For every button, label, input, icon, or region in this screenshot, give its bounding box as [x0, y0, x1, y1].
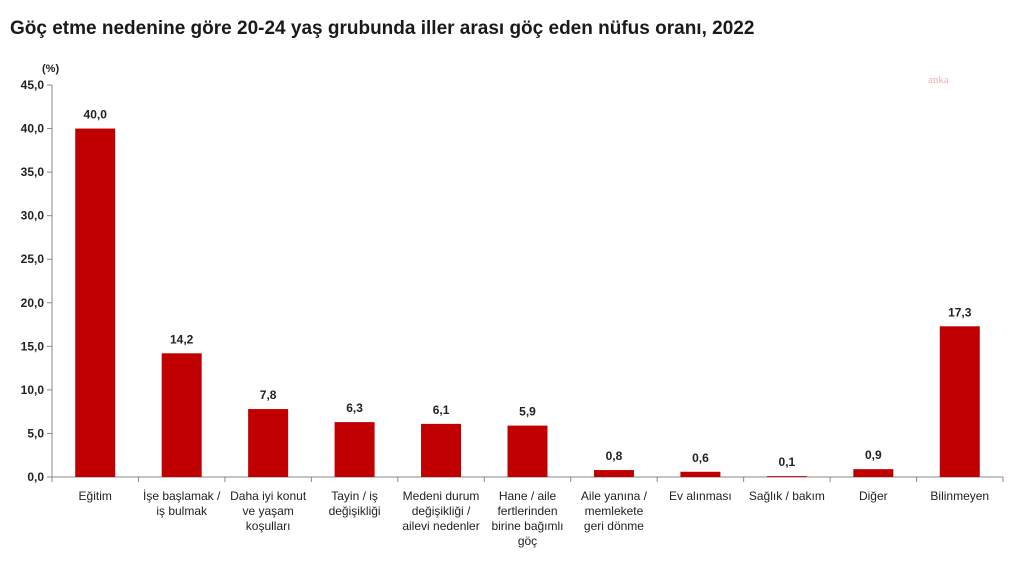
category-label-line: değişikliği /: [412, 504, 471, 518]
category-label: Daha iyi konut ve yaşam koşulları: [230, 489, 307, 533]
category-label: Ev alınması: [669, 489, 732, 503]
category-label-line: değişikliği: [329, 504, 381, 518]
data-label: 0,1: [779, 455, 796, 469]
category-label: Diğer: [859, 489, 888, 503]
y-tick-label: 0,0: [27, 470, 44, 484]
bar: [939, 326, 980, 477]
category-label: Aile yanına / memlekete geri dönme: [581, 489, 648, 533]
category-label-line: göç: [518, 534, 537, 548]
category-label-line: memlekete: [585, 504, 644, 518]
y-axis-unit: (%): [42, 63, 59, 75]
y-tick-label: 35,0: [21, 165, 45, 179]
bar: [766, 476, 807, 477]
category-label: İşe başlamak / iş bulmak: [143, 489, 221, 518]
y-tick-label: 45,0: [21, 78, 45, 92]
y-tick-label: 10,0: [21, 383, 45, 397]
data-label: 7,8: [260, 388, 277, 402]
y-tick-label: 25,0: [21, 252, 45, 266]
category-label: Bilinmeyen: [930, 489, 989, 503]
data-label: 0,9: [865, 448, 882, 462]
category-label-line: İşe başlamak /: [143, 489, 221, 503]
bar: [507, 425, 548, 477]
bar: [334, 422, 375, 477]
watermark-logo: anka: [928, 74, 949, 86]
y-tick-label: 15,0: [21, 339, 45, 353]
category-label: Hane / aile fertlerinden birine bağımlı göç: [491, 489, 563, 548]
category-label-line: Daha iyi konut: [230, 489, 307, 503]
y-tick-label: 40,0: [21, 122, 45, 136]
category-label-line: Medeni durum: [403, 489, 480, 503]
data-label: 6,3: [346, 401, 363, 415]
data-label: 0,8: [606, 449, 623, 463]
y-tick-label: 20,0: [21, 296, 45, 310]
data-label: 5,9: [519, 405, 536, 419]
labels: 40,0 Eğitim 14,2 İşe başlamak / iş bulmak 7,8…: [79, 108, 990, 548]
bars: [75, 128, 980, 478]
data-label: 0,6: [692, 451, 709, 465]
y-tick-label: 5,0: [27, 426, 44, 440]
bar: [161, 353, 202, 477]
bar: [853, 469, 894, 477]
category-label-line: iş bulmak: [156, 504, 208, 518]
data-label: 14,2: [170, 332, 194, 346]
data-label: 17,3: [948, 305, 972, 319]
category-label-line: ve yaşam: [242, 504, 293, 518]
category-label-line: Tayin / iş: [331, 489, 378, 503]
category-label-line: Diğer: [859, 489, 888, 503]
bar: [75, 128, 116, 478]
category-label-line: Aile yanına /: [581, 489, 648, 503]
bar: [680, 471, 721, 477]
bar: [248, 409, 289, 477]
category-label-line: Bilinmeyen: [930, 489, 989, 503]
data-label: 6,1: [433, 403, 450, 417]
bar: [593, 470, 634, 477]
category-label-line: Hane / aile: [499, 489, 557, 503]
category-label-line: Eğitim: [79, 489, 112, 503]
category-label-line: Ev alınması: [669, 489, 732, 503]
category-label-line: Sağlık / bakım: [749, 489, 825, 503]
chart-title: Göç etme nedenine göre 20-24 yaş grubund…: [10, 18, 755, 39]
category-label-line: koşulları: [246, 519, 291, 533]
y-tick-label: 30,0: [21, 209, 45, 223]
category-label: Eğitim: [79, 489, 112, 503]
category-label-line: birine bağımlı: [491, 519, 563, 533]
category-label: Tayin / iş değişikliği: [329, 489, 381, 518]
bar: [421, 423, 462, 477]
category-label-line: fertlerinden: [497, 504, 557, 518]
category-label-line: ailevi nedenler: [402, 519, 479, 533]
axes: 0,0 5,0 10,0 15,0 20,0 25,0 30,0 35,0 40,0 45,0: [21, 78, 1004, 484]
category-label-line: geri dönme: [584, 519, 644, 533]
category-label: Sağlık / bakım: [749, 489, 825, 503]
category-label: Medeni durum değişikliği / ailevi nedenler: [402, 489, 479, 533]
data-label: 40,0: [84, 108, 108, 122]
